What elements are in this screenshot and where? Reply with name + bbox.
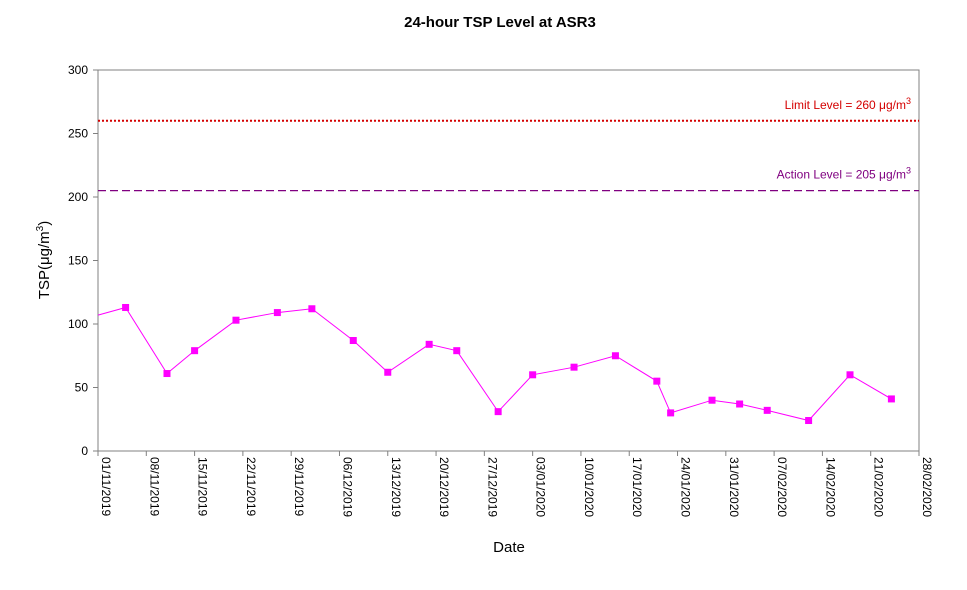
series-group [97,303,895,425]
x-tick-label: 08/11/2019 [147,457,161,516]
data-point [349,337,357,345]
plot-area [97,69,920,452]
reference-line-label: Action Level = 205 μg/m3 [777,166,911,182]
data-point [708,396,716,404]
y-tick-label: 250 [68,127,88,141]
x-tick-label: 06/12/2019 [340,457,354,517]
y-tick-label: 100 [68,317,88,331]
data-point [611,352,619,360]
data-point [191,347,199,355]
x-tick-label: 24/01/2020 [679,457,693,517]
y-tick-label: 0 [81,444,88,458]
y-axis: 0 50 100 150 200 250 300 [68,63,98,458]
x-tick-label: 21/02/2020 [872,457,886,517]
x-tick-label: 27/12/2019 [485,457,499,517]
x-tick-label: 07/02/2020 [775,457,789,517]
chart-title: 24-hour TSP Level at ASR3 [404,14,596,31]
data-point [308,305,316,313]
data-point [570,363,578,371]
x-tick-label: 28/02/2020 [920,457,934,517]
data-point [805,417,813,425]
data-point [887,395,895,403]
data-point [273,309,281,317]
x-tick-label: 20/12/2019 [437,457,451,517]
data-point [384,368,392,376]
y-axis-label: TSP(μg/m3) [35,221,53,299]
data-point [163,370,171,378]
data-point [122,303,130,311]
data-point [494,408,502,416]
data-point [232,316,240,324]
data-point [529,371,537,379]
data-point [736,400,744,408]
x-tick-label: 01/11/2019 [99,457,113,516]
y-tick-label: 200 [68,190,88,204]
data-point [763,406,771,414]
x-axis: 01/11/2019 08/11/2019 15/11/2019 22/11/2019… [97,451,934,517]
x-axis-label: Date [493,539,525,556]
x-tick-label: 29/11/2019 [292,457,306,516]
x-tick-label: 22/11/2019 [244,457,258,516]
y-tick-label: 50 [75,381,89,395]
data-point [846,371,854,379]
x-tick-label: 10/01/2020 [582,457,596,517]
x-tick-label: 03/01/2020 [534,457,548,517]
x-tick-label: 15/11/2019 [196,457,210,516]
x-tick-label: 31/01/2020 [727,457,741,517]
y-tick-label: 300 [68,63,88,77]
y-tick-label: 150 [68,254,88,268]
data-point [425,340,433,348]
data-point [667,409,675,417]
x-tick-label: 13/12/2019 [389,457,403,517]
reference-lines: Limit Level = 260 μg/m3 Action Level = 20… [98,96,919,192]
x-tick-label: 14/02/2020 [823,457,837,517]
x-tick-label: 17/01/2020 [630,457,644,517]
data-point [653,377,661,385]
reference-line-label: Limit Level = 260 μg/m3 [785,96,911,112]
series-line [97,306,892,422]
data-point [453,347,461,355]
